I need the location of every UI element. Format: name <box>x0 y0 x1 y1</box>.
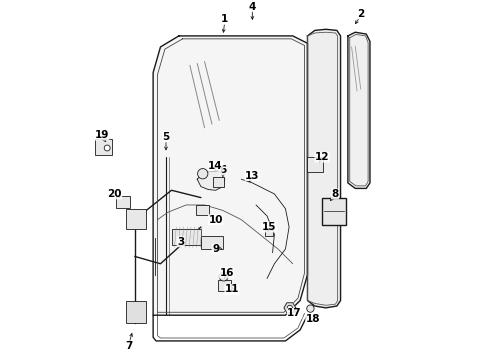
Text: 2: 2 <box>357 9 365 19</box>
Text: 15: 15 <box>262 222 276 232</box>
Text: 17: 17 <box>287 309 302 318</box>
Text: 11: 11 <box>225 284 240 294</box>
Text: 3: 3 <box>177 237 184 247</box>
Bar <box>201 236 223 249</box>
Bar <box>96 139 112 156</box>
Text: 14: 14 <box>208 161 223 171</box>
Bar <box>213 177 224 186</box>
Text: 12: 12 <box>315 152 329 162</box>
Text: 20: 20 <box>107 189 122 199</box>
Text: 16: 16 <box>220 268 234 278</box>
Text: 10: 10 <box>208 215 223 225</box>
Text: 7: 7 <box>125 341 133 351</box>
Circle shape <box>307 305 314 312</box>
Polygon shape <box>197 171 225 190</box>
Text: 8: 8 <box>331 189 339 199</box>
Bar <box>307 157 323 172</box>
Text: 5: 5 <box>162 132 170 142</box>
Text: 1: 1 <box>221 14 228 24</box>
Text: 6: 6 <box>220 165 226 175</box>
Bar <box>125 209 146 229</box>
Bar <box>322 198 346 225</box>
Polygon shape <box>284 303 295 313</box>
Circle shape <box>197 168 208 179</box>
Bar <box>172 229 201 246</box>
Text: 13: 13 <box>245 171 260 181</box>
Text: 18: 18 <box>306 314 320 324</box>
Bar <box>196 205 209 215</box>
Circle shape <box>104 145 110 151</box>
Bar <box>265 230 272 236</box>
Bar <box>117 196 130 207</box>
Polygon shape <box>307 29 341 308</box>
Text: 19: 19 <box>95 130 109 140</box>
Polygon shape <box>153 36 307 315</box>
Text: 9: 9 <box>212 244 219 254</box>
Circle shape <box>220 272 228 281</box>
Circle shape <box>287 305 293 310</box>
Polygon shape <box>348 32 370 188</box>
Text: 4: 4 <box>248 1 256 12</box>
Bar <box>125 301 146 323</box>
Bar <box>218 280 231 291</box>
